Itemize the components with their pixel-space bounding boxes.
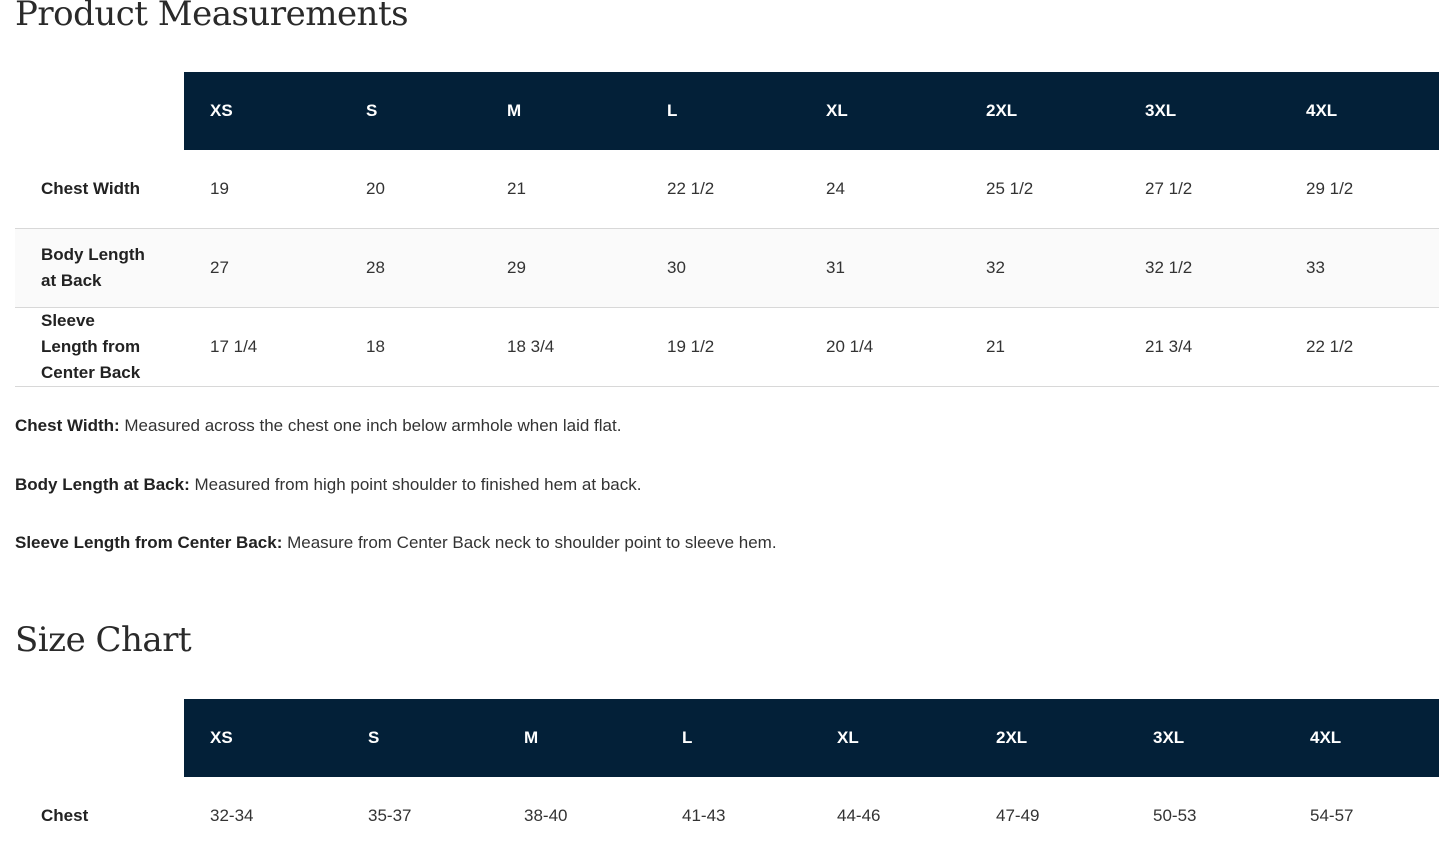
cell-value: 24 bbox=[826, 179, 845, 198]
size-header-4xl: 4XL bbox=[1284, 699, 1439, 777]
size-header-s: S bbox=[342, 699, 498, 777]
note-term: Sleeve Length from Center Back: bbox=[15, 533, 283, 552]
cell-value: 21 bbox=[507, 179, 526, 198]
note-text: Measured from high point shoulder to fin… bbox=[189, 475, 642, 494]
size-header-4xl: 4XL bbox=[1280, 72, 1439, 150]
cell-value: 19 1/2 bbox=[667, 337, 715, 356]
cell-value: 22 1/2 bbox=[1306, 337, 1354, 356]
product-measurements-title: Product Measurements bbox=[15, 0, 409, 34]
size-header-2xl: 2XL bbox=[960, 72, 1119, 150]
header-blank bbox=[15, 699, 184, 777]
note-body-length: Body Length at Back: Measured from high … bbox=[15, 475, 641, 495]
cell-value: 18 bbox=[366, 337, 385, 356]
cell-value: 25 1/2 bbox=[986, 179, 1034, 198]
note-term: Chest Width: bbox=[15, 416, 120, 435]
row-label: Body Length at Back bbox=[41, 245, 145, 290]
note-chest-width: Chest Width: Measured across the chest o… bbox=[15, 416, 621, 436]
cell-value: 31 bbox=[826, 258, 845, 277]
cell-value: 21 3/4 bbox=[1145, 337, 1193, 356]
table-row: Chest Width 19 20 21 22 1/2 24 25 1/2 27 1/2 29 … bbox=[15, 150, 1439, 229]
cell-value: 32 1/2 bbox=[1145, 258, 1193, 277]
size-chart-table: XS S M L XL 2XL 3XL 4XL Chest 32-34 35-37 38-40 41-… bbox=[15, 699, 1439, 855]
table-row: Sleeve Length from Center Back 17 1/4 18 18… bbox=[15, 308, 1439, 387]
cell-value: 20 bbox=[366, 179, 385, 198]
cell-value: 47-49 bbox=[996, 806, 1040, 825]
size-chart-header-row: XS S M L XL 2XL 3XL 4XL bbox=[15, 699, 1439, 777]
cell-value: 22 1/2 bbox=[667, 179, 715, 198]
row-label: Chest Width bbox=[41, 179, 141, 198]
row-label: Chest bbox=[41, 806, 89, 825]
table-row: Chest 32-34 35-37 38-40 41-43 44-46 47-49 50-53… bbox=[15, 777, 1439, 855]
header-blank bbox=[15, 72, 184, 150]
row-label: Sleeve Length from Center Back bbox=[41, 311, 141, 382]
size-header-s: S bbox=[340, 72, 481, 150]
cell-value: 44-46 bbox=[837, 806, 881, 825]
cell-value: 50-53 bbox=[1153, 806, 1197, 825]
table-row: Body Length at Back 27 28 29 30 31 32 32 1/2 33 bbox=[15, 228, 1439, 308]
cell-value: 17 1/4 bbox=[210, 337, 258, 356]
size-header-l: L bbox=[656, 699, 811, 777]
size-header-xs: XS bbox=[184, 699, 342, 777]
size-header-l: L bbox=[641, 72, 800, 150]
cell-value: 27 1/2 bbox=[1145, 179, 1193, 198]
size-header-2xl: 2XL bbox=[970, 699, 1127, 777]
size-header-xl: XL bbox=[811, 699, 970, 777]
cell-value: 30 bbox=[667, 258, 686, 277]
cell-value: 29 bbox=[507, 258, 526, 277]
measurements-table: XS S M L XL 2XL 3XL 4XL Chest Width 19 20 21 22 1/2… bbox=[15, 72, 1439, 387]
cell-value: 19 bbox=[210, 179, 229, 198]
size-header-xl: XL bbox=[800, 72, 960, 150]
note-text: Measure from Center Back neck to shoulde… bbox=[282, 533, 777, 552]
cell-value: 29 1/2 bbox=[1306, 179, 1354, 198]
note-term: Body Length at Back: bbox=[15, 475, 190, 494]
cell-value: 41-43 bbox=[682, 806, 726, 825]
cell-value: 32-34 bbox=[210, 806, 254, 825]
size-chart-title: Size Chart bbox=[15, 620, 192, 660]
cell-value: 27 bbox=[210, 258, 229, 277]
size-header-xs: XS bbox=[184, 72, 340, 150]
cell-value: 20 1/4 bbox=[826, 337, 874, 356]
note-sleeve-length: Sleeve Length from Center Back: Measure … bbox=[15, 533, 777, 553]
size-header-3xl: 3XL bbox=[1119, 72, 1280, 150]
cell-value: 18 3/4 bbox=[507, 337, 555, 356]
cell-value: 28 bbox=[366, 258, 385, 277]
cell-value: 21 bbox=[986, 337, 1005, 356]
cell-value: 35-37 bbox=[368, 806, 412, 825]
cell-value: 54-57 bbox=[1310, 806, 1354, 825]
note-text: Measured across the chest one inch below… bbox=[119, 416, 622, 435]
size-header-m: M bbox=[481, 72, 641, 150]
cell-value: 38-40 bbox=[524, 806, 568, 825]
cell-value: 33 bbox=[1306, 258, 1325, 277]
size-header-3xl: 3XL bbox=[1127, 699, 1284, 777]
size-header-m: M bbox=[498, 699, 656, 777]
cell-value: 32 bbox=[986, 258, 1005, 277]
measurements-header-row: XS S M L XL 2XL 3XL 4XL bbox=[15, 72, 1439, 150]
